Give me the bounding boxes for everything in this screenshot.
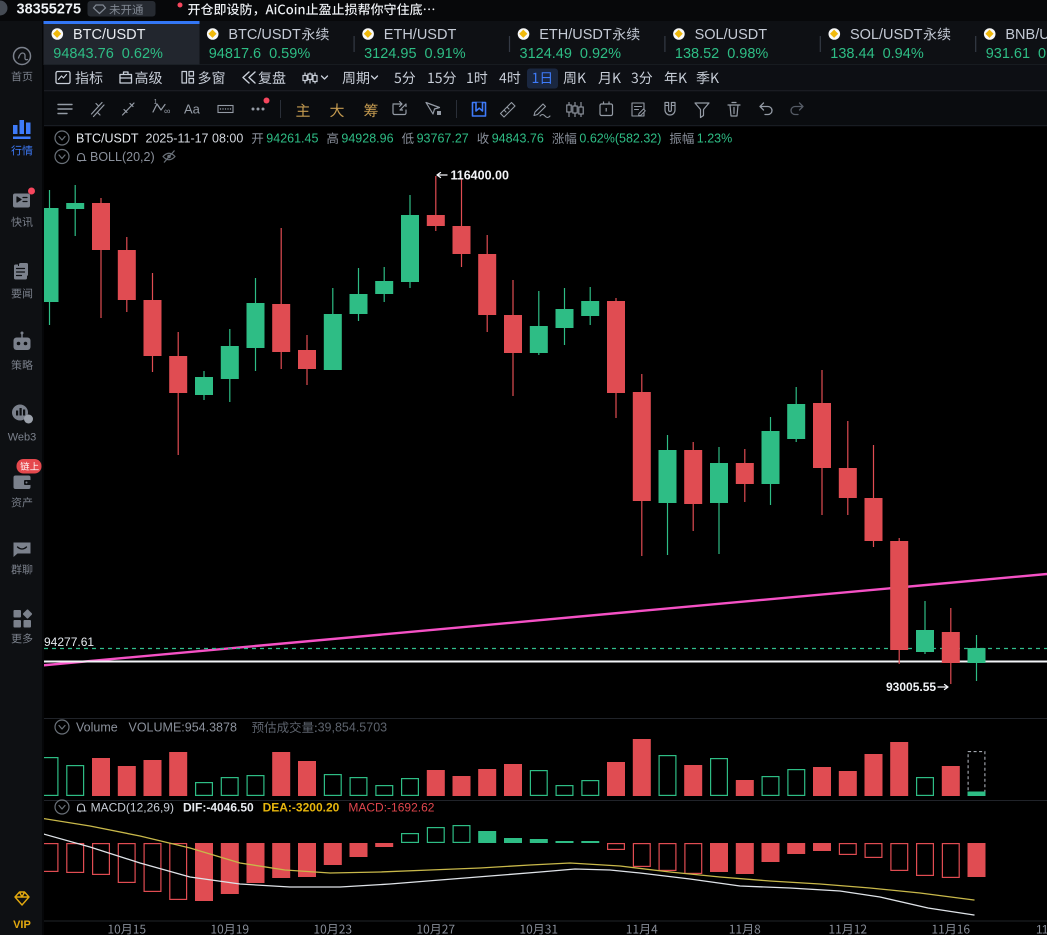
svg-text:VIP: VIP <box>13 919 31 931</box>
svg-text:3124.95: 3124.95 <box>364 46 416 62</box>
svg-text:1.23%: 1.23% <box>697 132 732 146</box>
svg-text:94817.6: 94817.6 <box>209 46 261 62</box>
svg-text:38355275: 38355275 <box>17 2 82 18</box>
svg-text:Aa: Aa <box>184 102 201 117</box>
svg-text:94843.76: 94843.76 <box>53 46 113 62</box>
svg-text:BTC/USDT: BTC/USDT <box>228 27 301 43</box>
svg-text:∞: ∞ <box>164 106 170 116</box>
svg-text:Volume: Volume <box>76 721 118 735</box>
svg-text:0.62%(582.32): 0.62%(582.32) <box>579 132 661 146</box>
svg-text:94277.61: 94277.61 <box>44 635 94 649</box>
svg-text:BNB/USDT: BNB/USDT <box>1005 27 1047 43</box>
svg-text:Web3: Web3 <box>8 432 37 444</box>
svg-text:1: 1 <box>154 97 158 106</box>
svg-text:116400.00: 116400.00 <box>451 169 509 183</box>
svg-text:SOL/USDT: SOL/USDT <box>695 27 768 43</box>
svg-text:0.59%: 0.59% <box>269 46 310 62</box>
svg-text:ETH/USDT: ETH/USDT <box>384 27 457 43</box>
svg-text:0.92%: 0.92% <box>580 46 621 62</box>
svg-text:SOL/USDT: SOL/USDT <box>850 27 923 43</box>
svg-text:BTC/USDT: BTC/USDT <box>73 27 146 43</box>
svg-text:0.72%: 0.72% <box>1038 46 1047 62</box>
svg-text:VOLUME:954.3878: VOLUME:954.3878 <box>129 721 237 735</box>
svg-text:11: 11 <box>1036 923 1047 935</box>
svg-text:MACD:-1692.62: MACD:-1692.62 <box>348 801 434 815</box>
svg-text:3124.49: 3124.49 <box>520 46 572 62</box>
svg-text:2025-11-17 08:00: 2025-11-17 08:00 <box>146 132 244 146</box>
svg-text:DEA:-3200.20: DEA:-3200.20 <box>263 801 340 815</box>
svg-text:39,854.5703: 39,854.5703 <box>318 721 388 735</box>
svg-text:0.62%: 0.62% <box>122 46 163 62</box>
svg-text:0.98%: 0.98% <box>727 46 768 62</box>
svg-text:94261.45: 94261.45 <box>266 132 318 146</box>
svg-text:94843.76: 94843.76 <box>492 132 544 146</box>
svg-text:94928.96: 94928.96 <box>341 132 393 146</box>
svg-text:BTC/USDT: BTC/USDT <box>76 132 139 146</box>
svg-text:DIF:-4046.50: DIF:-4046.50 <box>183 801 254 815</box>
svg-text:MACD(12,26,9): MACD(12,26,9) <box>91 801 174 815</box>
svg-text:0.94%: 0.94% <box>883 46 924 62</box>
svg-text:ETH/USDT: ETH/USDT <box>539 27 612 43</box>
svg-text:138.52: 138.52 <box>675 46 719 62</box>
svg-text:138.44: 138.44 <box>830 46 874 62</box>
svg-text:931.61: 931.61 <box>986 46 1030 62</box>
svg-text:0.91%: 0.91% <box>425 46 466 62</box>
svg-text:93005.55: 93005.55 <box>886 680 936 694</box>
svg-text:93767.27: 93767.27 <box>417 132 469 146</box>
svg-text:BOLL(20,2): BOLL(20,2) <box>90 150 155 164</box>
